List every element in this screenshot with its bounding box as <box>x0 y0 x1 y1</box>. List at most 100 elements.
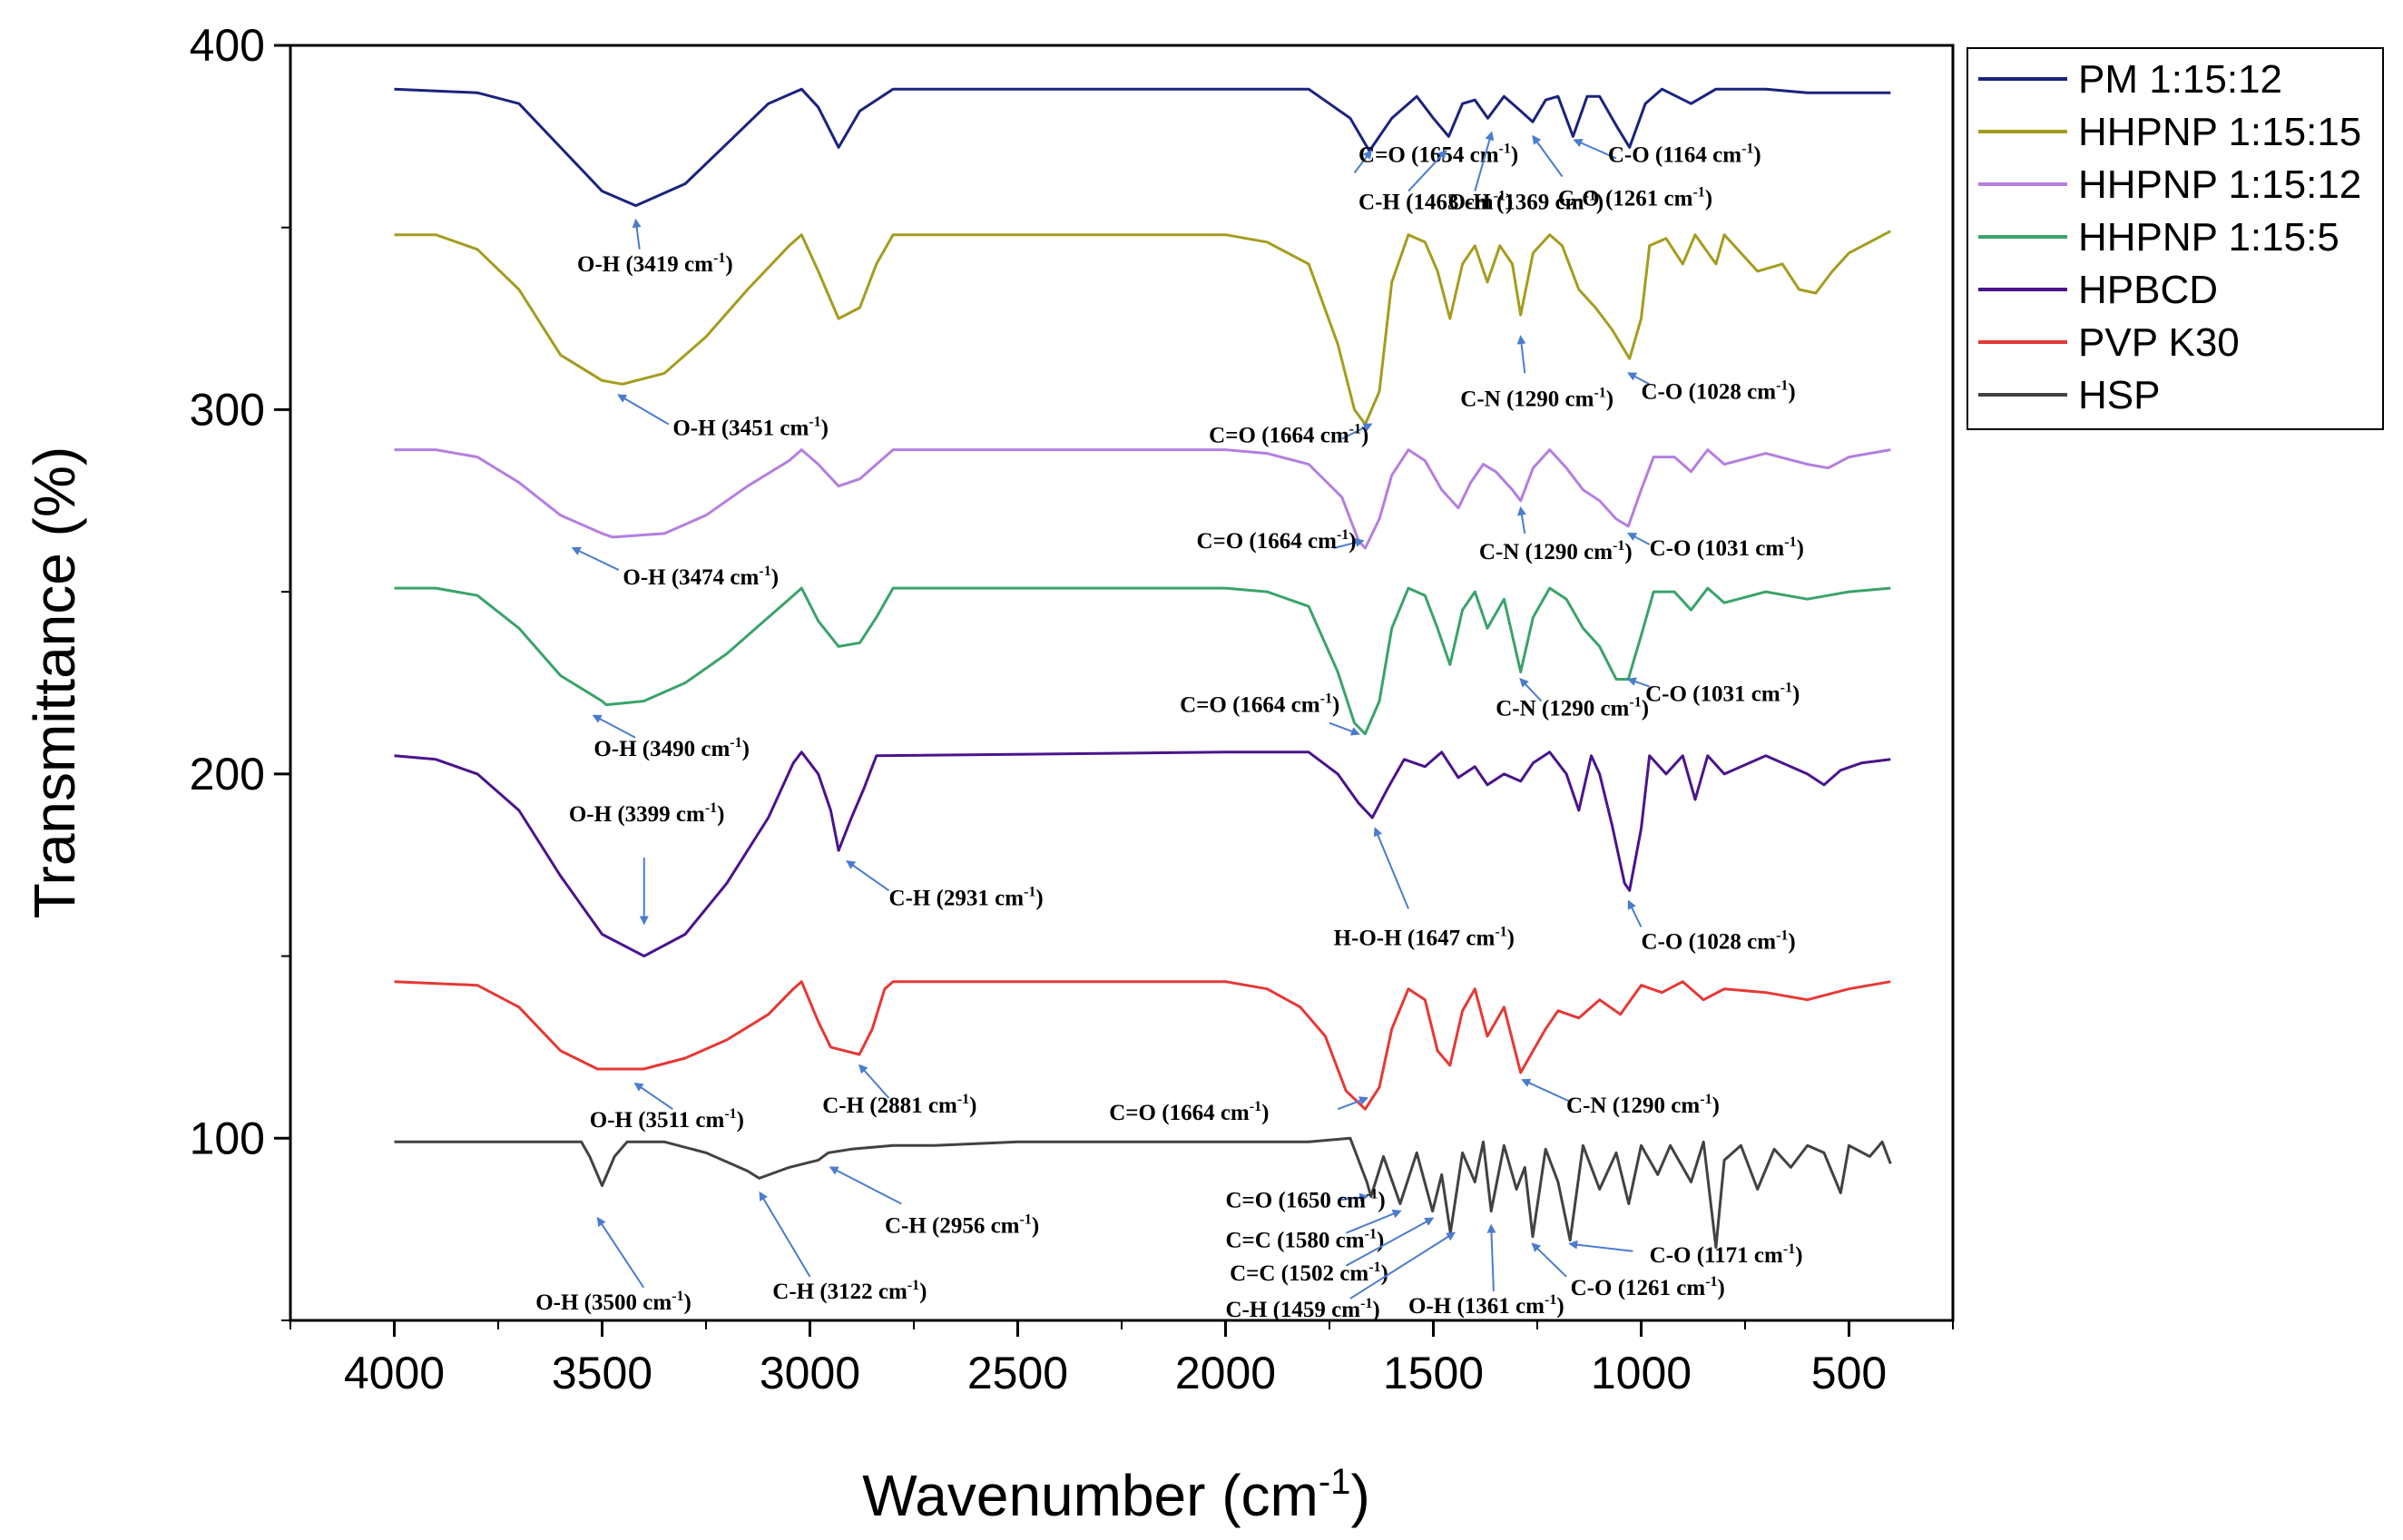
annotation-arrow <box>1333 538 1365 549</box>
annotation-label: O-H (3451 cm-1) <box>672 415 829 441</box>
legend-label: HHPNP 1:15:15 <box>2078 110 2361 154</box>
annotation-arrow <box>1349 1231 1457 1300</box>
annotation-layer: O-H (3419 cm-1) C=O (1654 cm-1) C-H (1463 … <box>535 131 1804 1322</box>
annotation-label: C=O (1664 cm-1) <box>1196 527 1356 554</box>
annotation-arrow <box>1486 1223 1496 1291</box>
annotation-arrow <box>1626 677 1650 688</box>
annotation-arrow <box>571 546 620 571</box>
legend-label: HPBCD <box>2078 268 2218 312</box>
x-axis-title-main: Wavenumber (cm <box>862 1463 1319 1528</box>
annotation-label: O-H (1361 cm-1) <box>1408 1292 1564 1319</box>
annotation-arrow <box>1373 827 1409 909</box>
x-tick-label: 1000 <box>1591 1348 1692 1398</box>
y-tick-label: 400 <box>190 20 265 71</box>
annotation-arrow <box>1516 335 1526 374</box>
annotation-arrow <box>1626 532 1651 545</box>
annotation-arrow <box>617 394 670 426</box>
series-line-hpbcd <box>394 750 1891 958</box>
annotation-label: C-O (1028 cm-1) <box>1642 378 1796 404</box>
x-tick-label: 3000 <box>760 1348 860 1398</box>
x-tick-label: 4000 <box>344 1348 445 1398</box>
annotation-arrow <box>829 1166 902 1205</box>
annotation-arrow <box>1532 134 1564 178</box>
annotation-arrow <box>1407 149 1447 192</box>
annotation-arrow <box>632 218 642 250</box>
annotation-arrow <box>1519 678 1543 702</box>
x-tick-label: 3500 <box>552 1348 652 1398</box>
legend-label: PM 1:15:12 <box>2078 57 2282 102</box>
annotation-arrow <box>592 714 636 739</box>
annotation-arrow <box>846 860 890 892</box>
annotation-label: C-H (2931 cm-1) <box>889 884 1044 910</box>
legend: PM 1:15:12 HHPNP 1:15:15 HHPNP 1:15:12 HHPN… <box>1967 47 2384 430</box>
annotation-label: C-O (1261 cm-1) <box>1558 185 1712 211</box>
annotation-label: C-O (1031 cm-1) <box>1650 535 1804 561</box>
series-line-hsp <box>394 1136 1892 1250</box>
annotation-label: C-O (1164 cm-1) <box>1608 141 1761 167</box>
annotation-label: O-H (3511 cm-1) <box>590 1106 744 1133</box>
y-tick-label: 100 <box>190 1113 265 1163</box>
annotation-label: O-H (3419 cm-1) <box>577 250 733 277</box>
annotation-label: C-H (1463 cm-1) <box>1358 189 1513 215</box>
annotation-arrow <box>1568 1240 1633 1252</box>
annotation-arrow <box>1521 1078 1572 1104</box>
x-axis-title: Wavenumber (cm-1) <box>862 1462 1370 1528</box>
axis-ticks: 4000 3500 3000 2500 2000 1500 1000 500 100 200 300… <box>190 20 1954 1398</box>
annotation-label: C-H (2881 cm-1) <box>822 1092 976 1118</box>
annotation-arrow <box>633 1082 673 1110</box>
annotation-label: C-N (1290 cm-1) <box>1496 695 1649 721</box>
annotation-label: C-O (1031 cm-1) <box>1645 681 1800 707</box>
annotation-arrow <box>1626 372 1651 386</box>
annotation-arrow <box>1573 139 1617 160</box>
annotation-label: O-H (3500 cm-1) <box>535 1289 691 1315</box>
annotation-label: C-H (1459 cm-1) <box>1226 1296 1380 1322</box>
annotation-arrow <box>1517 505 1526 535</box>
legend-label: HHPNP 1:15:12 <box>2078 162 2361 207</box>
annotation-arrow <box>1627 899 1643 927</box>
series-line-pm-1-15-12 <box>394 87 1891 208</box>
annotation-label: C-O (1028 cm-1) <box>1642 928 1796 955</box>
annotation-label: C-O (1171 cm-1) <box>1650 1241 1803 1268</box>
x-tick-label: 500 <box>1811 1348 1887 1398</box>
annotation-label: C=O (1664 cm-1) <box>1180 692 1339 718</box>
series-layer <box>394 87 1892 1250</box>
series-line-pvp-k30 <box>394 980 1891 1111</box>
annotation-label: O-H (3490 cm-1) <box>593 735 750 761</box>
annotation-arrow <box>1345 1209 1402 1234</box>
annotation-label: C-N (1290 cm-1) <box>1479 538 1633 564</box>
annotation-label: O-H (3474 cm-1) <box>623 564 779 590</box>
annotation-arrow <box>1474 131 1495 191</box>
annotation-arrow <box>596 1216 645 1289</box>
annotation-arrow <box>759 1191 811 1278</box>
series-line-hhpnp-1-15-15 <box>394 230 1892 426</box>
annotation-label: O-H (3399 cm-1) <box>569 800 725 827</box>
x-tick-label: 1500 <box>1383 1348 1484 1398</box>
series-line-hhpnp-1-15-12 <box>394 448 1891 550</box>
y-tick-label: 300 <box>190 384 265 435</box>
annotation-arrow <box>1531 1242 1567 1278</box>
annotation-label: C-N (1290 cm-1) <box>1566 1092 1720 1118</box>
annotation-label: C=O (1664 cm-1) <box>1209 422 1368 448</box>
x-tick-label: 2000 <box>1175 1348 1276 1398</box>
annotation-arrow <box>1329 721 1360 736</box>
annotation-label: C=C (1580 cm-1) <box>1226 1227 1385 1253</box>
legend-label: PVP K30 <box>2078 320 2240 365</box>
annotation-arrow <box>1353 149 1373 174</box>
y-tick-label: 200 <box>190 749 265 799</box>
x-axis-title-sup: -1 <box>1319 1462 1351 1502</box>
annotation-label: C-O (1261 cm-1) <box>1571 1274 1725 1300</box>
annotation-label: C-H (3122 cm-1) <box>772 1278 927 1304</box>
annotation-label: C=O (1664 cm-1) <box>1109 1099 1269 1125</box>
annotation-label: C-N (1290 cm-1) <box>1460 385 1613 411</box>
legend-label: HHPNP 1:15:5 <box>2078 215 2339 260</box>
x-tick-label: 2500 <box>967 1348 1068 1398</box>
annotation-label: C=O (1650 cm-1) <box>1226 1187 1386 1213</box>
x-axis-title-close: ) <box>1350 1463 1369 1528</box>
y-axis-title: Transmittance (%) <box>22 446 87 918</box>
annotation-label: C-H (2956 cm-1) <box>885 1212 1039 1239</box>
annotation-label: O-H (1369 cm-1) <box>1448 189 1604 215</box>
series-line-hhpnp-1-15-5 <box>394 586 1891 736</box>
legend-label: HSP <box>2078 373 2160 417</box>
annotation-label: C=C (1502 cm-1) <box>1230 1260 1388 1286</box>
